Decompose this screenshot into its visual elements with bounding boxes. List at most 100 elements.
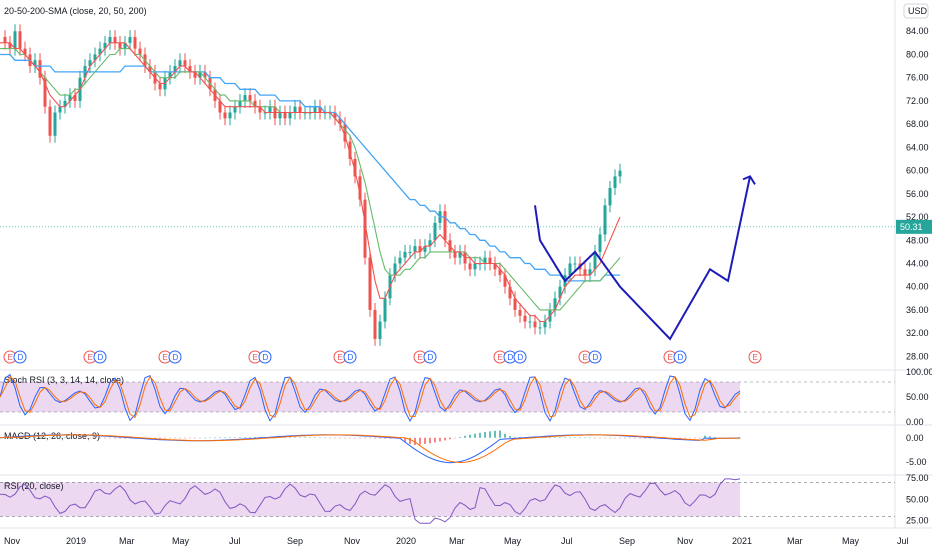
candle-body-20 (98, 48, 102, 55)
candle-body-21 (103, 42, 107, 49)
macd-hist-88 (439, 437, 441, 442)
event-label-3-0: E (253, 353, 258, 362)
candle-body-68 (338, 118, 342, 125)
candle-body-4 (18, 31, 22, 49)
main-y-tick-5: 64.00 (906, 142, 929, 152)
candle-body-8 (38, 60, 42, 78)
macd-hist-124 (619, 437, 621, 439)
candle-body-69 (343, 124, 347, 142)
candle-body-81 (403, 251, 407, 258)
x-tick-13: 2021 (732, 536, 752, 546)
macd-hist-71 (354, 437, 356, 439)
macd-hist-46 (229, 437, 231, 438)
event-marker-9-0 (748, 350, 762, 364)
candle-body-39 (193, 71, 197, 78)
event-label-5-0: E (418, 353, 423, 362)
macd-hist-20 (99, 437, 101, 439)
macd-hist-24 (119, 437, 121, 439)
event-label-3-1: D (263, 353, 269, 362)
event-label-7-0: E (583, 353, 588, 362)
candle-body-47 (233, 106, 237, 113)
candle-body-1 (3, 37, 7, 43)
candle-body-22 (108, 37, 112, 43)
macd-hist-81 (404, 437, 406, 442)
candle-body-74 (368, 257, 372, 310)
candle-body-106 (528, 321, 532, 323)
x-tick-10: Jul (561, 536, 573, 546)
macd-hist-73 (364, 437, 366, 439)
candle-body-19 (93, 54, 97, 61)
macd-hist-104 (519, 437, 521, 438)
x-tick-15: May (842, 536, 860, 546)
event-marker-7-1 (588, 350, 602, 364)
macd-hist-44 (219, 437, 221, 438)
candle-body-89 (443, 211, 447, 241)
macd-hist-122 (609, 437, 611, 439)
event-marker-4-1 (343, 350, 357, 364)
candle-body-50 (248, 95, 252, 101)
macd-hist-5 (24, 437, 26, 438)
x-tick-14: Mar (787, 536, 803, 546)
macd-hist-51 (254, 437, 256, 438)
main-y-tick-7: 56.00 (906, 189, 929, 199)
candle-body-82 (408, 251, 412, 253)
pattern-line (534, 176, 751, 341)
macd-hist-102 (509, 436, 511, 438)
macd-hist-32 (159, 437, 161, 439)
candle-body-114 (568, 263, 572, 276)
candle-body-109 (543, 321, 547, 328)
macd-hist-123 (614, 437, 616, 439)
macd-hist-138 (689, 437, 691, 439)
candle-body-40 (198, 71, 202, 78)
macd-hist-127 (634, 437, 636, 439)
candle-body-24 (118, 42, 122, 49)
candle-body-49 (243, 95, 247, 101)
sma200-line (0, 53, 620, 282)
candle-body-70 (348, 141, 352, 159)
event-label-1-0: E (88, 353, 93, 362)
candle-body-94 (468, 263, 472, 270)
event-label-2-0: E (163, 353, 168, 362)
macd-hist-50 (249, 437, 251, 438)
macd-hist-2 (9, 437, 11, 439)
candle-body-72 (358, 176, 362, 200)
event-label-5-1: D (428, 353, 434, 362)
candle-body-99 (493, 263, 497, 270)
event-marker-5-1 (423, 350, 437, 364)
macd-hist-47 (234, 437, 236, 438)
candle-body-57 (283, 112, 287, 119)
rsi-y-tick-1: 50.00 (906, 494, 929, 504)
candle-body-28 (138, 48, 142, 55)
event-label-1-1: D (98, 353, 104, 362)
candle-body-100 (498, 269, 502, 276)
macd-hist-63 (314, 437, 316, 438)
candle-body-59 (293, 106, 297, 113)
event-marker-0-1 (13, 350, 27, 364)
macd-hist-37 (184, 437, 186, 439)
candle-body-80 (398, 257, 402, 264)
event-label-4-1: D (348, 353, 354, 362)
macd-hist-87 (434, 437, 436, 443)
macd-hist-90 (449, 437, 451, 440)
macd-hist-142 (709, 436, 711, 438)
macd-hist-22 (109, 437, 111, 439)
macd-hist-43 (214, 437, 216, 439)
candle-body-120 (598, 234, 602, 252)
macd-hist-64 (319, 437, 321, 439)
macd-hist-48 (239, 437, 241, 438)
event-label-6-0: E (498, 353, 503, 362)
main-y-tick-4: 68.00 (906, 119, 929, 129)
macd-hist-100 (499, 430, 501, 438)
macd-hist-115 (574, 437, 576, 438)
candle-body-67 (333, 112, 337, 119)
main-y-tick-9: 48.00 (906, 235, 929, 245)
macd-y-tick-1: -5.00 (906, 457, 927, 467)
macd-hist-121 (604, 437, 606, 439)
event-label-8-0: E (668, 353, 673, 362)
candle-body-14 (68, 95, 72, 101)
macd-hist-49 (244, 437, 246, 438)
macd-hist-84 (419, 437, 421, 445)
macd-hist-103 (514, 437, 516, 438)
macd-hist-9 (44, 437, 46, 438)
candle-body-105 (523, 315, 527, 322)
